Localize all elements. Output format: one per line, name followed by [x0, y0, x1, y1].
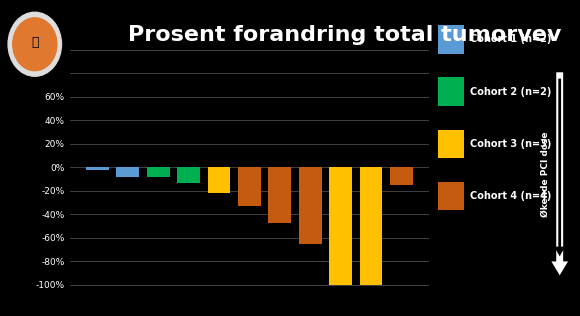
Text: 🔓: 🔓: [31, 36, 38, 49]
Circle shape: [13, 18, 57, 71]
Text: Cohort 1 (n=2): Cohort 1 (n=2): [470, 34, 551, 45]
Bar: [147, 167, 169, 177]
Bar: [329, 167, 352, 285]
Circle shape: [8, 12, 61, 76]
Bar: [360, 167, 382, 285]
Bar: [269, 167, 291, 222]
Bar: [86, 167, 109, 170]
Bar: [208, 167, 230, 193]
Text: Cohort 2 (n=2): Cohort 2 (n=2): [470, 87, 551, 97]
Bar: [390, 167, 413, 185]
Bar: [177, 167, 200, 183]
Bar: [238, 167, 261, 206]
Text: Prosent forandring total tumorvev: Prosent forandring total tumorvev: [128, 25, 561, 45]
Text: Cohort 3 (n=3): Cohort 3 (n=3): [470, 139, 551, 149]
Text: Cohort 4 (n=4): Cohort 4 (n=4): [470, 191, 551, 201]
Bar: [299, 167, 322, 244]
Text: Økende PCI dose: Økende PCI dose: [541, 131, 550, 216]
Bar: [117, 167, 139, 177]
